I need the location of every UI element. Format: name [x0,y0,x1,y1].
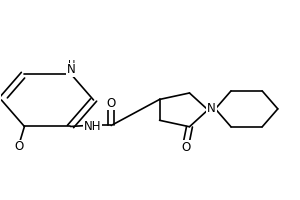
Text: N: N [67,63,76,76]
Text: O: O [106,97,116,110]
Text: H: H [68,60,76,70]
Text: O: O [181,141,190,154]
Text: O: O [15,140,24,153]
Text: NH: NH [83,120,101,133]
Text: N: N [207,102,216,115]
